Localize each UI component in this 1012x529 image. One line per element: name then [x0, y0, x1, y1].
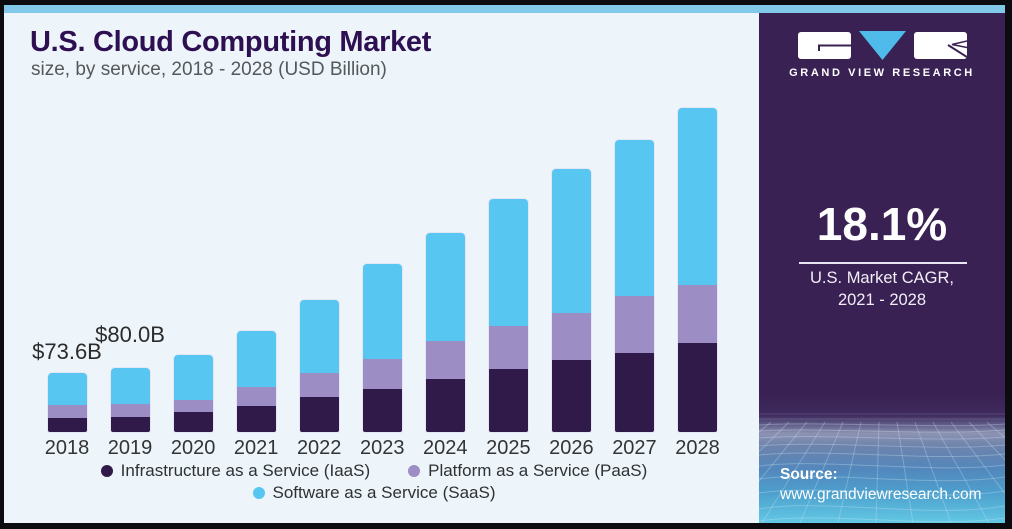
chart-subtitle: size, by service, 2018 - 2028 (USD Billi…: [31, 59, 387, 80]
bar-2025: [488, 199, 528, 432]
logo-v-icon: [858, 31, 906, 60]
bar-2021: [236, 330, 276, 432]
legend-swatch-iaas-icon: [100, 465, 113, 477]
bar-segment-2022: [299, 300, 339, 373]
legend-item-iaas: Infrastructure as a Service (IaaS): [100, 461, 371, 481]
legend-label-iaas: Infrastructure as a Service (IaaS): [120, 461, 371, 480]
sidebar: GRAND VIEW RESEARCH 18.1% U.S. Market CA…: [759, 13, 1005, 523]
top-accent-strip: [4, 5, 1005, 13]
bar-segment-2021: [236, 406, 276, 432]
brand-name: GRAND VIEW RESEARCH: [789, 67, 975, 79]
bar-2022: [299, 300, 339, 432]
wireframe-mesh-graphic: [759, 395, 1005, 523]
bar-segment-2022: [299, 396, 339, 432]
source-label: Source:: [780, 466, 838, 483]
x-axis-label-2020: 2020: [170, 437, 216, 459]
x-axis-label-2024: 2024: [423, 437, 468, 459]
legend-row-2: Software as a Service (SaaS): [252, 483, 496, 503]
logo-g-icon: [797, 32, 851, 59]
chart-panel: U.S. Cloud Computing Market size, by ser…: [4, 13, 759, 523]
cagr-caption-line1: U.S. Market CAGR,: [810, 269, 954, 287]
bar-segment-2019: [110, 416, 150, 432]
x-axis-label-2028: 2028: [675, 437, 720, 459]
x-axis-label-2022: 2022: [296, 437, 342, 459]
bar-segment-2028: [678, 342, 717, 432]
x-axis-label-2023: 2023: [360, 437, 405, 459]
page-title: U.S. Cloud Computing Market: [30, 26, 432, 58]
legend-label-paas: Platform as a Service (PaaS): [428, 461, 648, 480]
legend-swatch-paas-icon: [408, 465, 421, 477]
bar-segment-2020: [173, 354, 213, 400]
x-axis-label-2026: 2026: [549, 437, 594, 459]
bar-segment-2020: [173, 411, 213, 432]
bar-segment-2025: [488, 368, 528, 432]
bar-segment-2026: [551, 360, 591, 432]
x-axis-label-2018: 2018: [44, 437, 90, 459]
x-axis-label-2027: 2027: [612, 437, 657, 459]
chart-legend: Infrastructure as a Service (IaaS) Platf…: [4, 461, 744, 503]
source-url: www.grandviewresearch.com: [780, 486, 982, 503]
logo-r-icon: [913, 32, 967, 59]
stacked-bar-plot: 2018 2019 2020 2021 2022 2023 2024 2025 2026 2027…: [4, 13, 759, 523]
bar-segment-2018: [47, 404, 87, 418]
bar-segment-2025: [488, 199, 528, 327]
stat-divider: [799, 262, 967, 264]
bar-segment-2026: [551, 169, 591, 313]
x-axis-label-2021: 2021: [233, 437, 279, 459]
bar-segment-2021: [236, 386, 276, 406]
bar-2028: [678, 107, 717, 432]
value-label-2019: $80.0B: [95, 322, 165, 347]
bar-segment-2023: [362, 358, 402, 389]
bar-segment-2024: [425, 378, 465, 432]
bar-2019: [110, 368, 150, 432]
bar-2020: [173, 354, 213, 432]
bar-2023: [362, 264, 402, 432]
legend-item-saas: Software as a Service (SaaS): [252, 483, 496, 503]
legend-label-saas: Software as a Service (SaaS): [272, 483, 496, 502]
bar-segment-2024: [425, 340, 465, 379]
bar-2024: [425, 233, 465, 432]
legend-row-1: Infrastructure as a Service (IaaS) Platf…: [100, 461, 647, 481]
x-axis-label-2019: 2019: [107, 437, 153, 459]
bar-segment-2019: [110, 368, 150, 405]
bar-segment-2023: [362, 388, 402, 432]
bar-segment-2023: [362, 264, 402, 359]
bar-segment-2018: [47, 417, 87, 432]
bar-segment-2019: [110, 404, 150, 417]
bar-segment-2018: [47, 373, 87, 405]
bar-2027: [614, 140, 654, 432]
bar-segment-2025: [488, 326, 528, 369]
legend-item-paas: Platform as a Service (PaaS): [408, 461, 647, 481]
bar-segment-2027: [614, 296, 654, 353]
bar-segment-2028: [678, 285, 717, 343]
bar-2026: [551, 169, 591, 432]
value-label-2018: $73.6B: [32, 339, 102, 365]
legend-swatch-saas-icon: [252, 487, 265, 499]
bar-segment-2020: [173, 399, 213, 412]
bar-segment-2027: [614, 140, 654, 297]
cagr-caption-line2: 2021 - 2028: [837, 291, 927, 309]
bar-segment-2022: [299, 372, 339, 397]
cagr-value: 18.1%: [816, 198, 948, 250]
gvr-logo: [759, 31, 1005, 60]
bar-segment-2024: [425, 233, 465, 341]
bar-segment-2021: [236, 330, 276, 387]
bar-segment-2028: [678, 107, 717, 286]
bar-segment-2027: [614, 352, 654, 432]
source-block: Source: www.grandviewresearch.com: [780, 465, 982, 505]
bar-segment-2026: [551, 312, 591, 361]
x-axis-label-2025: 2025: [486, 437, 531, 459]
bar-2018: [47, 373, 87, 432]
